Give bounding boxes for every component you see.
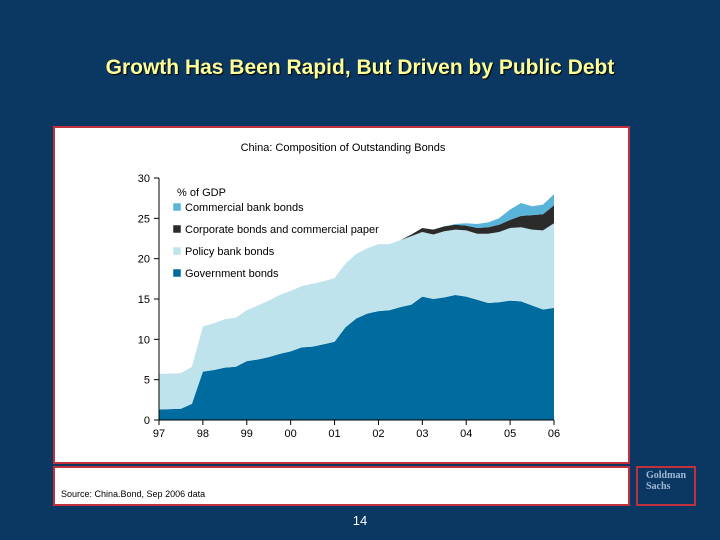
area-commercial-bank-bonds <box>159 194 554 374</box>
area-corporate-bonds-and-commercial-paper <box>159 205 554 374</box>
goldman-sachs-logo: Goldman Sachs <box>636 466 696 506</box>
legend-swatch-government-bonds <box>172 268 182 278</box>
unit-label: % of GDP <box>177 187 226 199</box>
legend-swatch-policy-bank-bonds <box>172 246 182 256</box>
area-government-bonds <box>159 295 554 420</box>
logo-line-1: Goldman <box>646 470 687 481</box>
y-tick-label: 10 <box>138 334 150 346</box>
source-note: Source: China.Bond, Sep 2006 data <box>61 489 206 499</box>
x-tick-label: 06 <box>548 428 560 440</box>
chart-title: China: Composition of Outstanding Bonds <box>241 142 446 154</box>
area-policy-bank-bonds <box>159 223 554 410</box>
y-tick-label: 15 <box>138 294 150 306</box>
x-tick-label: 04 <box>460 428 472 440</box>
source-bar: Source: China.Bond, Sep 2006 data <box>53 466 630 506</box>
legend-label-government-bonds: Government bonds <box>185 268 279 280</box>
x-tick-label: 02 <box>372 428 384 440</box>
bond-composition-chart: China: Composition of Outstanding Bonds … <box>138 142 560 440</box>
y-tick-label: 0 <box>144 415 150 427</box>
y-tick-label: 20 <box>138 254 150 266</box>
chart-panel: China: Composition of Outstanding Bonds … <box>53 126 630 464</box>
y-tick-label: 5 <box>144 375 150 387</box>
x-tick-label: 01 <box>328 428 340 440</box>
x-tick-label: 03 <box>416 428 428 440</box>
legend-swatch-corporate-bonds-and-commercial-paper <box>172 224 182 234</box>
page-number: 14 <box>352 513 368 528</box>
x-tick-label: 97 <box>153 428 165 440</box>
logo-line-2: Sachs <box>646 481 671 492</box>
x-tick-label: 05 <box>504 428 516 440</box>
legend-swatch-commercial-bank-bonds <box>172 202 182 212</box>
legend-label-policy-bank-bonds: Policy bank bonds <box>185 246 275 258</box>
legend-label-commercial-bank-bonds: Commercial bank bonds <box>185 202 304 214</box>
x-tick-label: 00 <box>285 428 297 440</box>
x-tick-label: 99 <box>241 428 253 440</box>
x-tick-label: 98 <box>197 428 209 440</box>
y-tick-label: 25 <box>138 213 150 225</box>
legend-label-corporate-bonds-and-commercial-paper: Corporate bonds and commercial paper <box>185 224 379 236</box>
slide-title: Growth Has Been Rapid, But Driven by Pub… <box>105 56 615 79</box>
y-tick-label: 30 <box>138 173 150 185</box>
